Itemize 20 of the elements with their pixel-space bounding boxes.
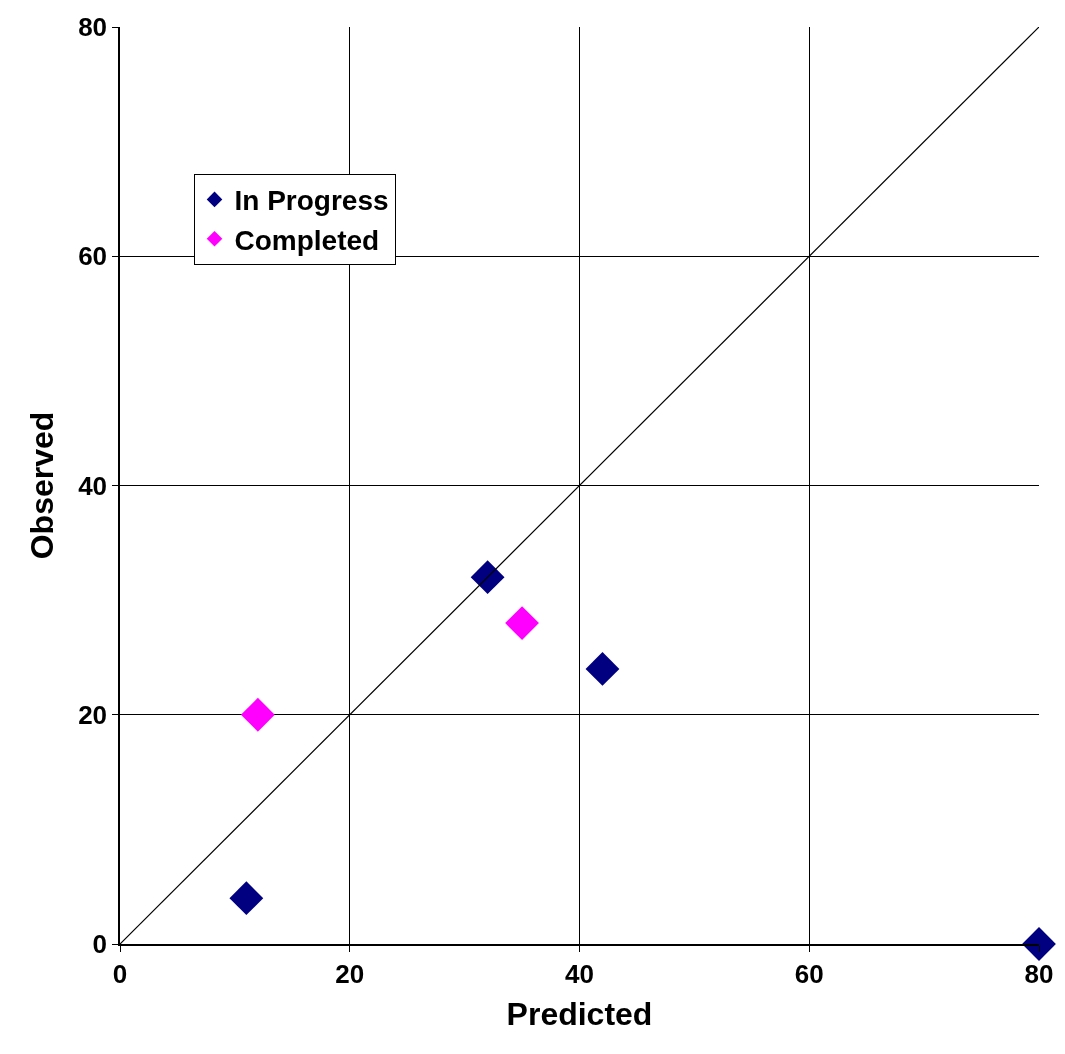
y-tick-label: 20 [78, 699, 108, 730]
point [1022, 927, 1056, 961]
x-axis-title: Predicted [506, 996, 653, 1033]
point [505, 606, 539, 640]
y-axis-title: Observed [23, 411, 60, 560]
point [240, 697, 275, 732]
y-tick-label: 60 [78, 241, 108, 272]
y-tick-label: 40 [78, 470, 108, 501]
x-tick-label: 0 [112, 958, 128, 989]
point [585, 652, 620, 686]
legend-label: Completed [234, 224, 380, 256]
x-tick-label: 60 [794, 958, 824, 989]
x-tick-label: 80 [1024, 958, 1054, 989]
y-tick-label: 0 [92, 929, 108, 960]
x-tick-label: 40 [565, 958, 594, 989]
x-tick-label: 20 [335, 958, 365, 989]
y-tick-label: 80 [78, 12, 108, 43]
point [470, 560, 505, 595]
point [229, 881, 264, 916]
legend-label: In Progress [234, 185, 389, 217]
